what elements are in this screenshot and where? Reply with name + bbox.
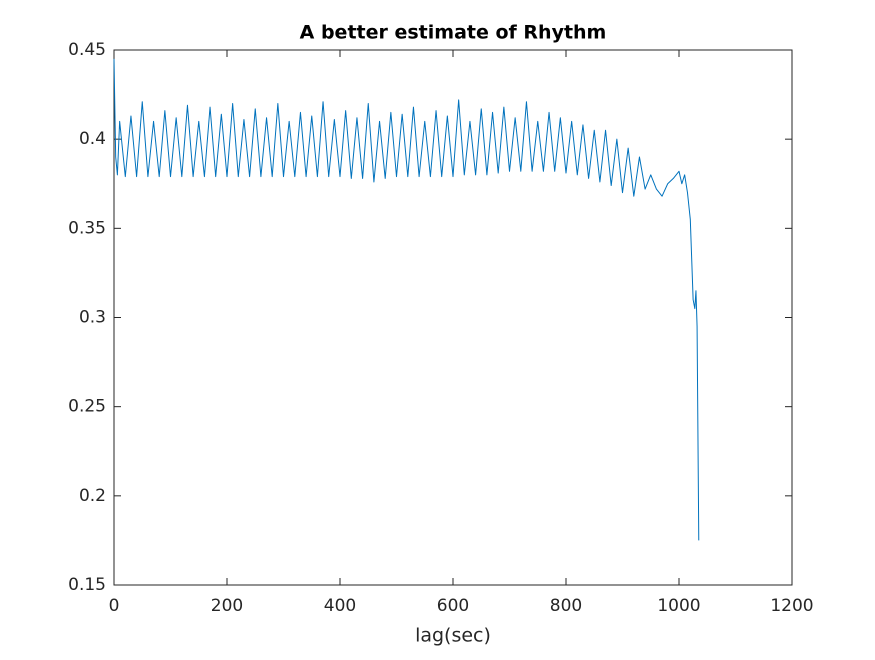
y-tick-label: 0.15 [68,575,106,595]
y-tick-label: 0.3 [79,308,106,328]
line-series [113,58,700,541]
y-tick-label: 0.4 [79,129,106,149]
y-tick-label: 0.45 [68,40,106,60]
x-axis-label: lag(sec) [415,625,491,647]
x-tick-label: 600 [437,596,469,616]
y-tick-label: 0.2 [79,486,106,506]
chart-title: A better estimate of Rhythm [300,22,607,44]
x-tick-label: 800 [550,596,582,616]
x-tick-label: 1200 [770,596,813,616]
x-tick-label: 400 [324,596,356,616]
x-tick-label: 0 [109,596,120,616]
y-tick-label: 0.25 [68,397,106,417]
y-tick-label: 0.35 [68,218,106,238]
x-tick-label: 200 [211,596,243,616]
plot-frame [113,49,793,586]
x-tick-label: 1000 [657,596,700,616]
